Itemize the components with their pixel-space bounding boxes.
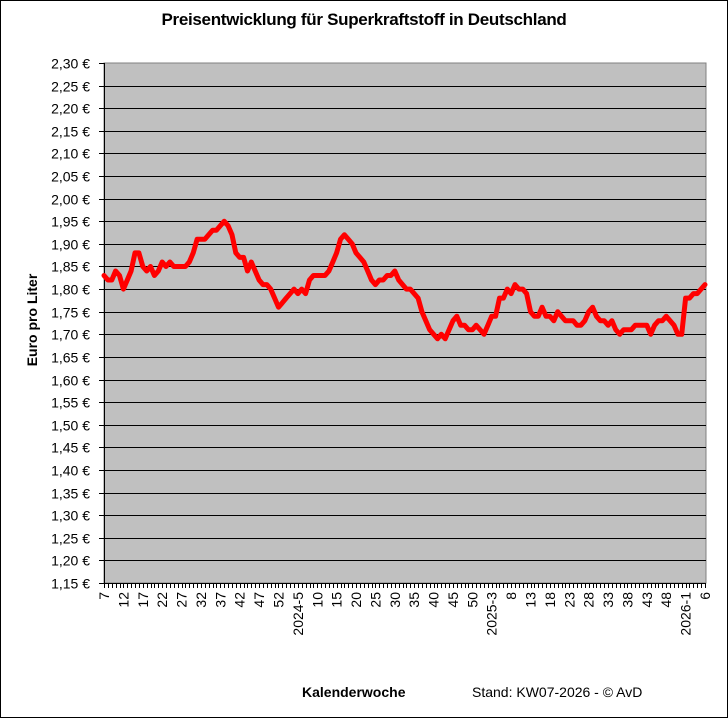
y-axis: 1,15 € 1,20 € 1,25 € 1,30 € 1,35 € 1,40 € 1,45… [51,56,105,592]
x-tick-label: 47 [251,592,267,608]
x-tick-label: 42 [232,592,248,608]
x-tick-label: 45 [445,592,461,608]
x-tick-label: 7 [96,592,112,600]
y-tick-label: 2,20 € [51,101,90,117]
y-tick-label: 1,75 € [51,305,90,321]
x-tick-label: 22 [154,592,170,608]
y-tick-label: 1,20 € [51,553,90,569]
y-tick-label: 1,55 € [51,395,90,411]
x-tick-label: 8 [503,592,519,600]
x-tick-label: 28 [581,592,597,608]
gridlines [104,86,706,561]
y-tick-label: 2,05 € [51,169,90,185]
x-tick-label: 43 [639,592,655,608]
x-tick-label: 27 [174,592,190,608]
y-tick-label: 2,10 € [51,146,90,162]
price-line [101,218,708,342]
x-tick-label: 15 [329,592,345,608]
y-tick-label: 2,25 € [51,79,90,95]
y-tick-label: 1,80 € [51,282,90,298]
y-tick-label: 1,95 € [51,214,90,230]
x-tick-label: 50 [464,592,480,608]
y-tick-label: 1,60 € [51,373,90,389]
x-tick-label: 37 [212,592,228,608]
x-axis: 7 12 17 22 27 32 37 42 47 52 2024-5 10 15 20 25 30 35 40 4… [96,583,713,636]
y-tick-label: 2,15 € [51,124,90,140]
y-tick-label: 1,90 € [51,237,90,253]
y-tick-label: 1,35 € [51,486,90,502]
chart-title: Preisentwicklung für Superkraftstoff in … [161,10,567,29]
x-tick-label: 40 [426,592,442,608]
y-tick-label: 1,65 € [51,350,90,366]
y-tick-label: 2,00 € [51,192,90,208]
y-tick-label: 1,25 € [51,531,90,547]
x-tick-label: 13 [523,592,539,608]
y-tick-label: 1,85 € [51,259,90,275]
y-tick-label: 1,45 € [51,440,90,456]
x-tick-label: 25 [367,592,383,608]
x-tick-label: 10 [309,592,325,608]
y-tick-label: 1,50 € [51,418,90,434]
x-tick-label: 2024-5 [290,592,306,636]
footer-credit: Stand: KW07-2026 - © AvD [472,684,643,700]
x-tick-label: 6 [697,592,713,600]
x-tick-label: 20 [348,592,364,608]
x-axis-label: Kalenderwoche [302,684,406,700]
x-tick-label: 32 [193,592,209,608]
x-tick-label: 18 [542,592,558,608]
y-tick-label: 1,70 € [51,327,90,343]
x-tick-label: 2026-1 [678,592,694,636]
x-tick-label: 12 [115,592,131,608]
x-tick-label: 2025-3 [484,592,500,636]
x-tick-label: 48 [658,592,674,608]
x-tick-label: 33 [600,592,616,608]
x-tick-label: 30 [387,592,403,608]
x-tick-label: 23 [561,592,577,608]
x-tick-label: 38 [619,592,635,608]
x-tick-label: 35 [406,592,422,608]
y-tick-label: 2,30 € [51,56,90,72]
y-tick-label: 1,15 € [51,576,90,592]
plot-area [103,62,707,584]
y-tick-label: 1,30 € [51,508,90,524]
x-tick-label: 17 [135,592,151,608]
x-tick-label: 52 [270,592,286,608]
y-tick-label: 1,40 € [51,463,90,479]
